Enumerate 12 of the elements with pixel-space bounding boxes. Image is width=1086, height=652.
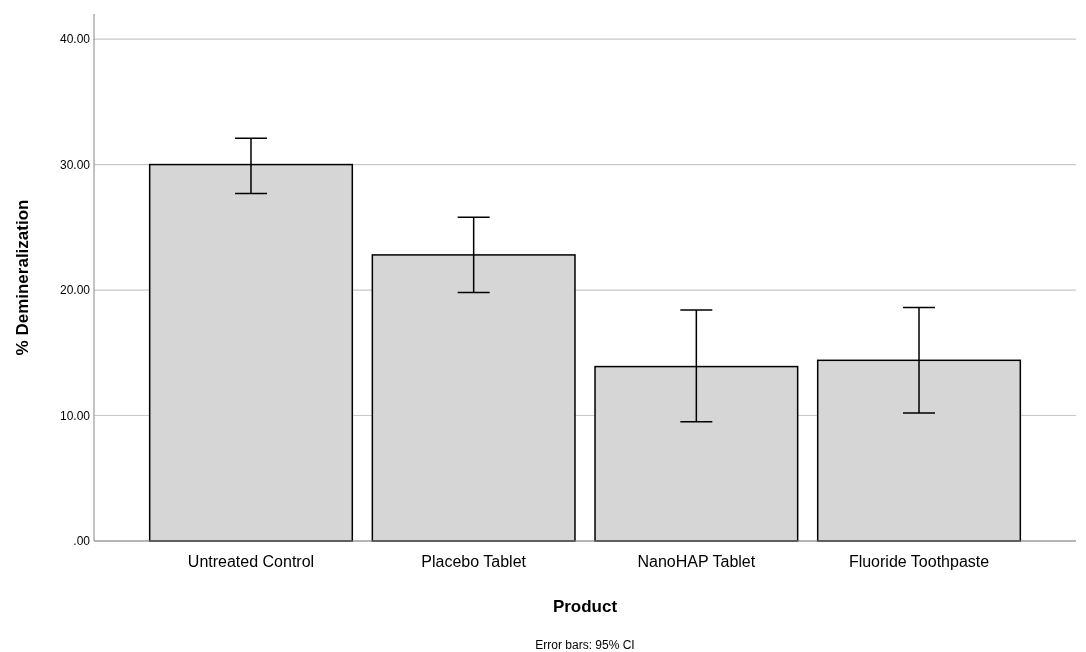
- x-tick-label: Placebo Tablet: [421, 553, 527, 570]
- x-tick-label: NanoHAP Tablet: [637, 553, 756, 570]
- x-tick-label: Untreated Control: [187, 553, 315, 570]
- text: Error bars: 95% CI: [535, 638, 635, 652]
- y-axis-title: % Demineralization: [13, 199, 32, 356]
- y-tick-label: 20.00: [59, 283, 91, 298]
- x-axis-title: Product: [552, 597, 618, 616]
- y-tick-label: 10.00: [59, 408, 91, 423]
- y-tick-label: 30.00: [59, 157, 91, 172]
- y-tick-label: 40.00: [59, 32, 91, 47]
- y-tick-label: .00: [73, 534, 91, 549]
- x-tick-label: Fluoride Toothpaste: [848, 553, 990, 570]
